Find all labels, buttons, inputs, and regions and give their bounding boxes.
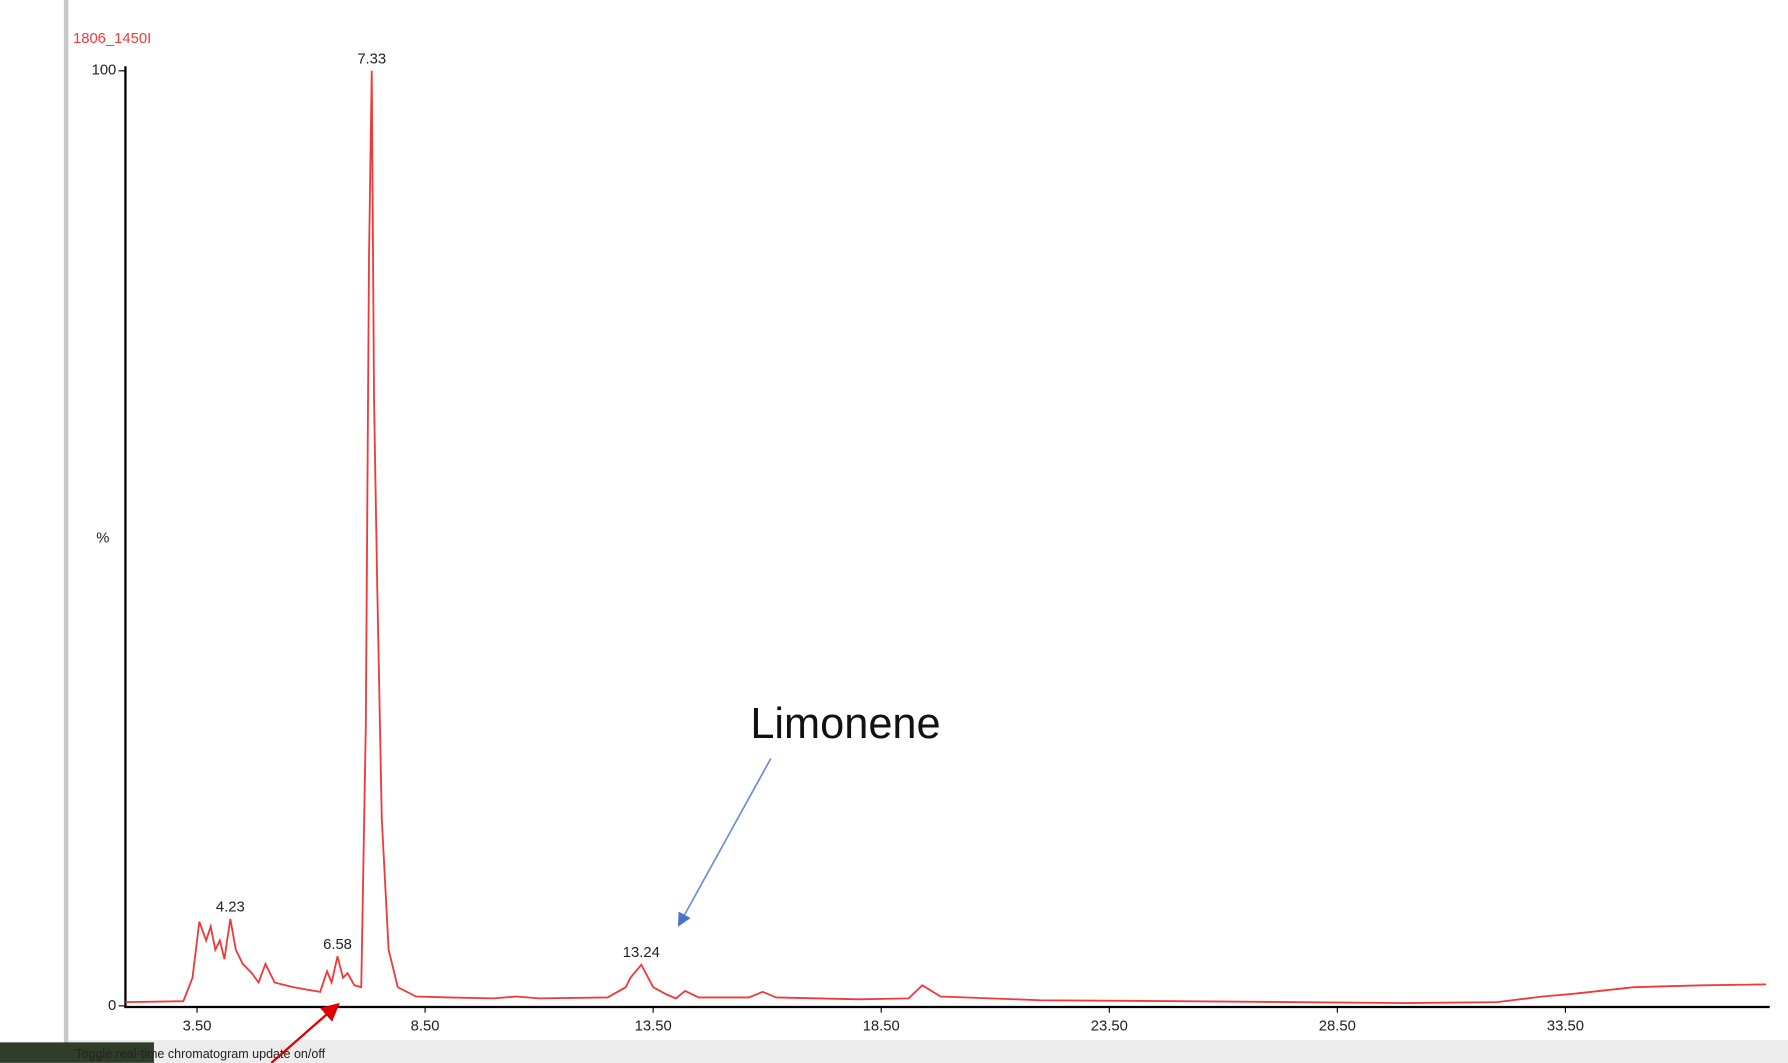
peak-label: 13.24 <box>623 945 660 961</box>
x-tick-label: 28.50 <box>1319 1018 1356 1034</box>
status-bar <box>68 1040 1788 1063</box>
annotation: Limonene <box>750 700 940 748</box>
y-tick-label: 100 <box>92 63 117 79</box>
window-edge <box>64 0 69 1043</box>
y-axis-label: % <box>96 530 109 546</box>
x-tick-label: 13.50 <box>635 1018 672 1034</box>
sample-label: 1806_1450I <box>73 31 151 47</box>
x-tick-label: 33.50 <box>1547 1018 1584 1034</box>
y-tick-label: 0 <box>108 998 116 1014</box>
peak-label: 6.58 <box>323 937 352 953</box>
page: Toggle real-time chromatogram update on/… <box>0 0 1788 1063</box>
chromatogram-window: Toggle real-time chromatogram update on/… <box>0 0 1788 1063</box>
x-tick-label: 3.50 <box>183 1018 212 1034</box>
background <box>0 0 1788 1063</box>
peak-label: 7.33 <box>357 51 386 67</box>
peak-label: 4.23 <box>216 899 245 915</box>
x-tick-label: 8.50 <box>411 1018 440 1034</box>
x-tick-label: 23.50 <box>1091 1018 1128 1034</box>
x-tick-label: 18.50 <box>863 1018 900 1034</box>
